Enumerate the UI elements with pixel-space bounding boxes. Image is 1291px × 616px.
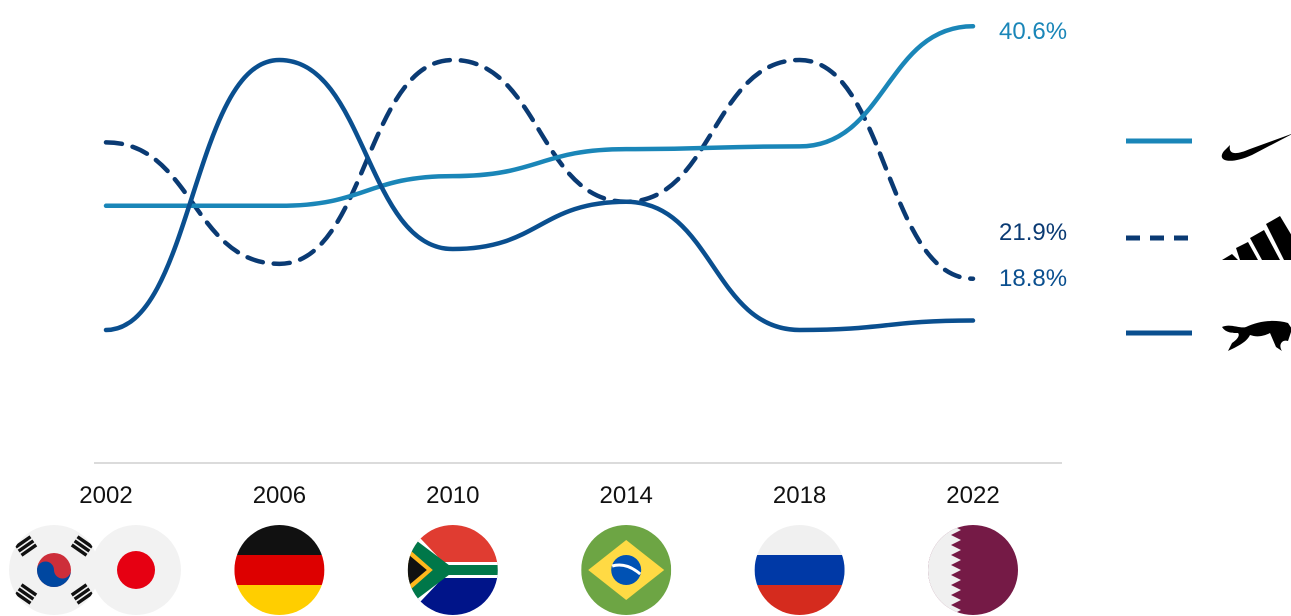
x-tick-label: 2018 [773, 482, 826, 509]
end-label-adidas: 21.9% [999, 219, 1067, 246]
x-tick-layer: 2002 2006 2010 2014 2018 2022 [79, 482, 999, 509]
end-label-layer: 40.6% 21.9% 18.8% [999, 18, 1067, 292]
end-label-puma: 18.8% [999, 265, 1067, 292]
x-tick-label: 2022 [946, 482, 999, 509]
south-africa-flag-icon [407, 525, 498, 615]
nike-swoosh-icon [1221, 134, 1291, 161]
japan-flag-icon [91, 525, 181, 615]
series-layer [103, 24, 976, 333]
end-label-nike: 40.6% [999, 18, 1067, 45]
x-tick-label: 2014 [600, 482, 653, 509]
south-korea-flag-icon [9, 525, 99, 615]
series-line-nike [103, 24, 976, 209]
x-tick-label: 2002 [79, 482, 132, 509]
puma-cat-icon [1222, 320, 1291, 351]
series-line-puma [103, 57, 976, 333]
legend [1126, 134, 1291, 351]
brazil-flag-icon [581, 525, 672, 615]
x-tick-label: 2006 [253, 482, 306, 509]
adidas-logo-icon [1222, 216, 1291, 260]
host-flag-layer [9, 525, 1018, 615]
x-tick-label: 2010 [426, 482, 479, 509]
germany-flag-icon [234, 525, 325, 615]
russia-flag-icon [754, 525, 845, 615]
qatar-flag-icon [928, 525, 1018, 615]
series-line-adidas [103, 57, 976, 281]
